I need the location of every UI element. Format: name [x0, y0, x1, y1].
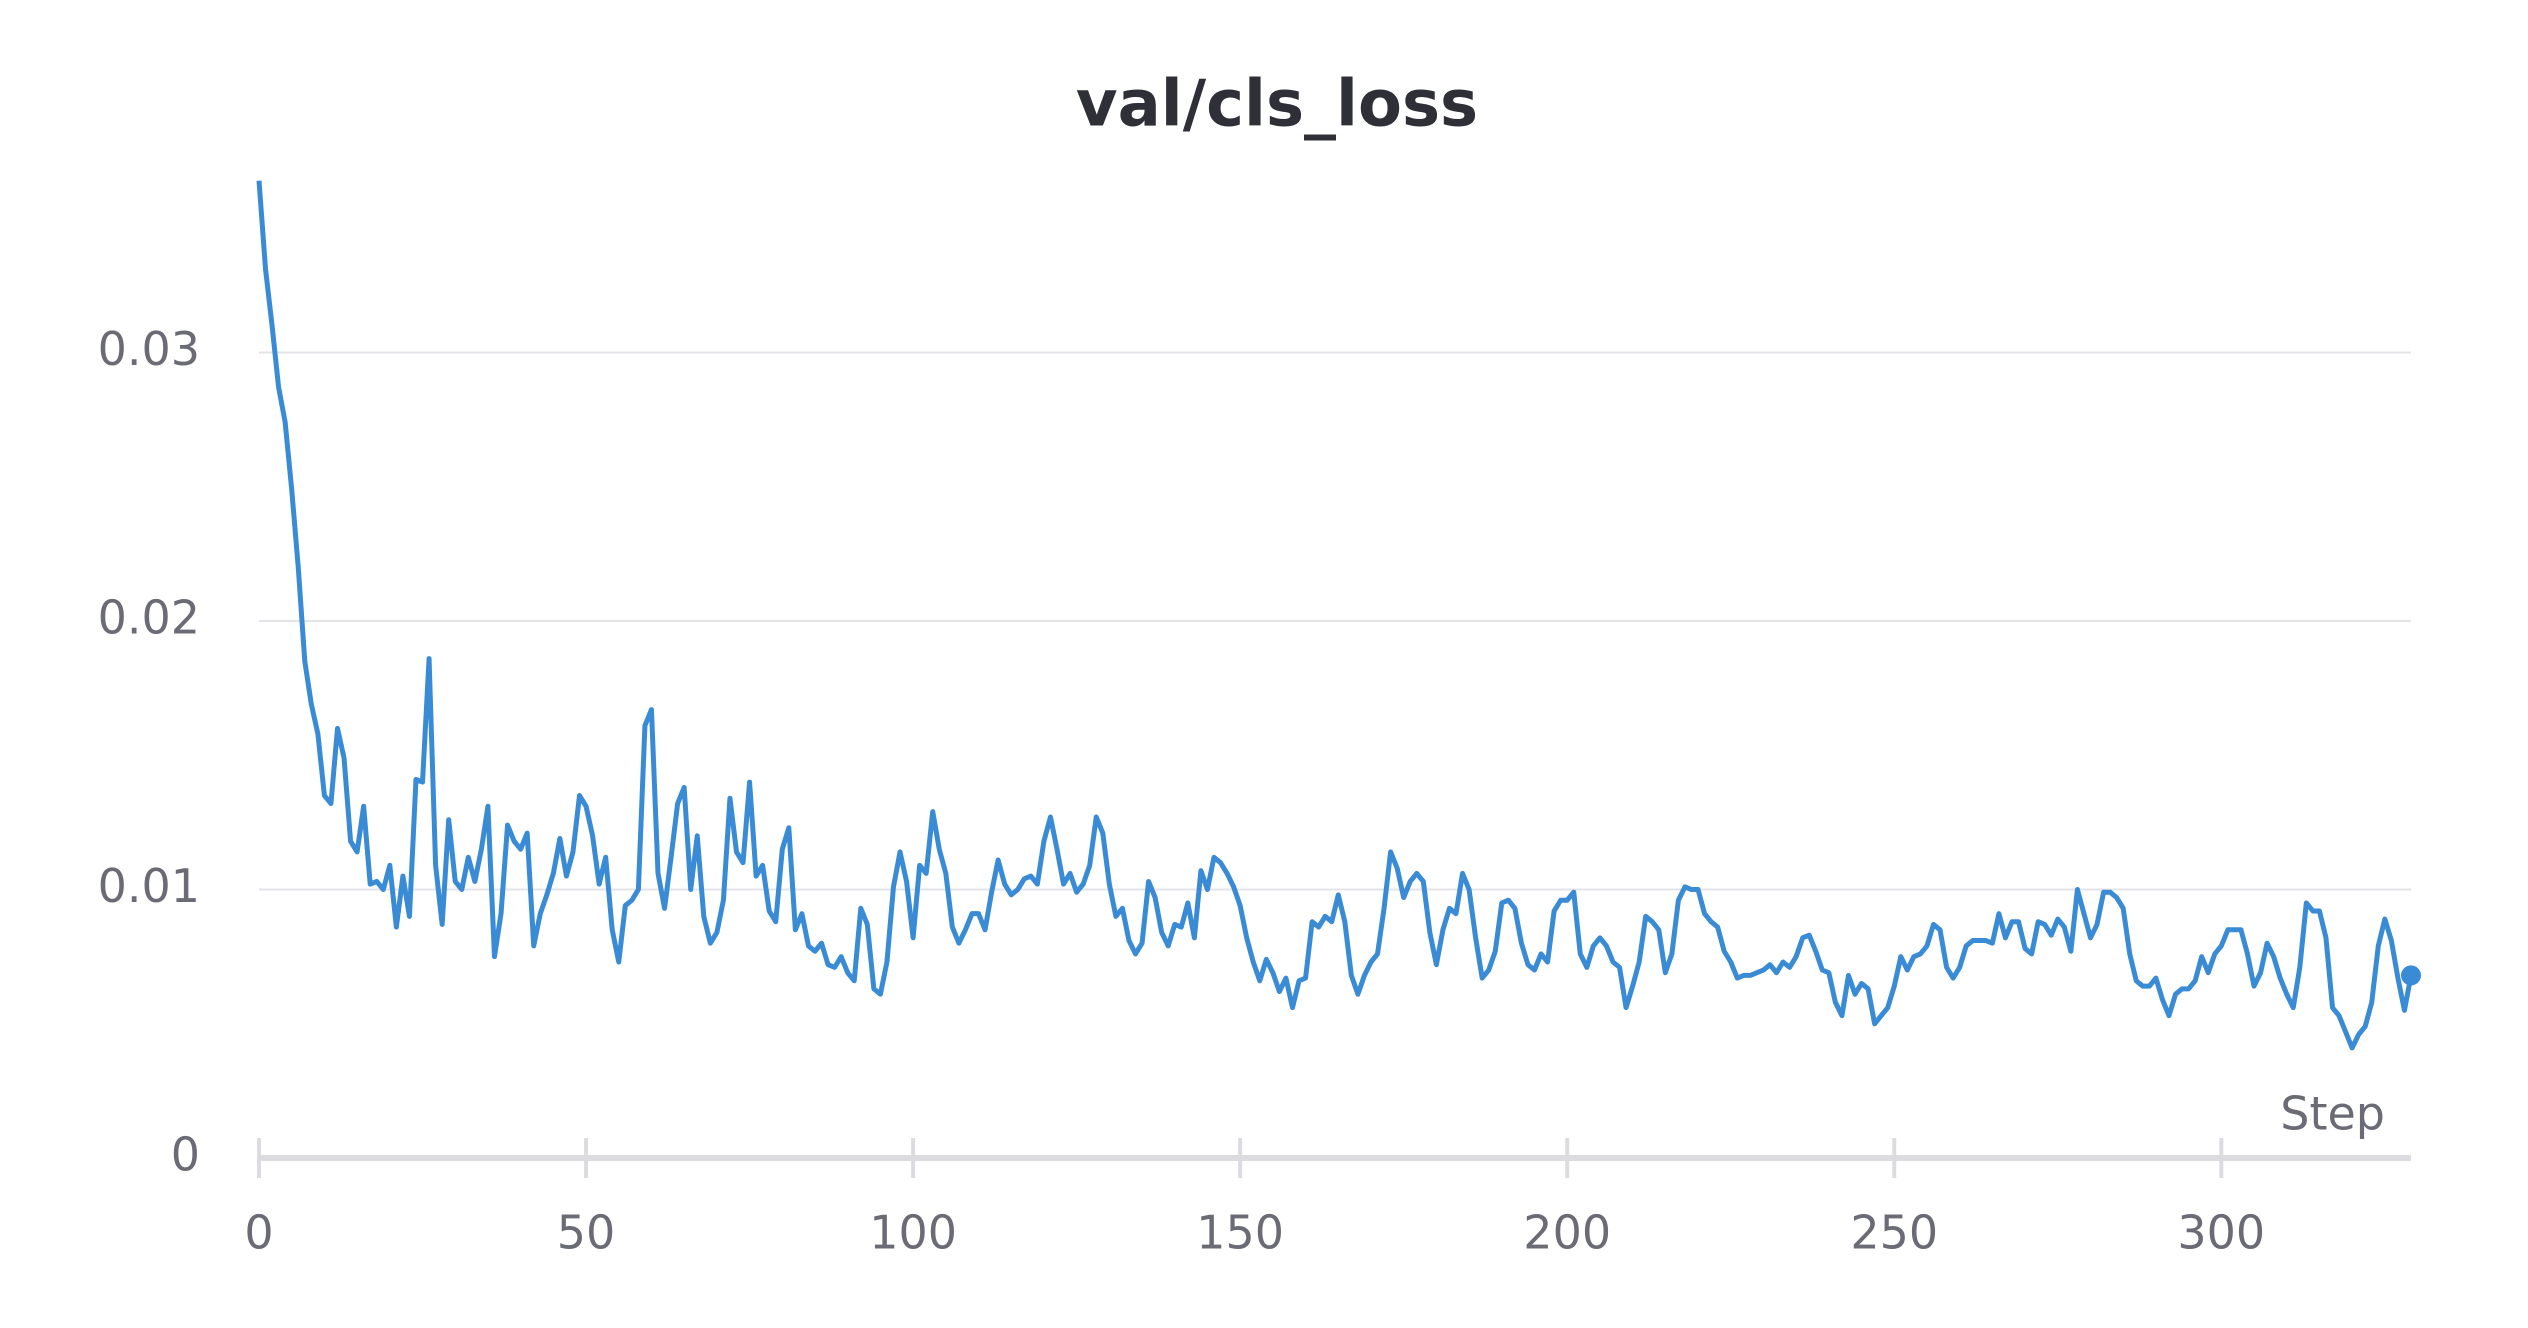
x-tick-label: 50 [557, 1206, 616, 1260]
x-tick-label: 300 [2177, 1206, 2265, 1260]
y-tick-label: 0.01 [98, 859, 200, 913]
x-tick-label: 200 [1523, 1206, 1611, 1260]
x-axis-label: Step [2280, 1087, 2385, 1141]
last-point [2401, 965, 2421, 986]
x-tick-label: 0 [244, 1206, 273, 1260]
y-tick-label: 0.02 [98, 591, 200, 645]
x-tick-label: 150 [1196, 1206, 1284, 1260]
line [256, 180, 2414, 1051]
x-tick-label: 100 [869, 1206, 957, 1260]
y-tick-label: 0 [171, 1128, 200, 1182]
y-tick-label: 0.03 [98, 322, 200, 376]
x-tick-label: 250 [1850, 1206, 1938, 1260]
chart-title: val/cls_loss [1076, 68, 1478, 142]
